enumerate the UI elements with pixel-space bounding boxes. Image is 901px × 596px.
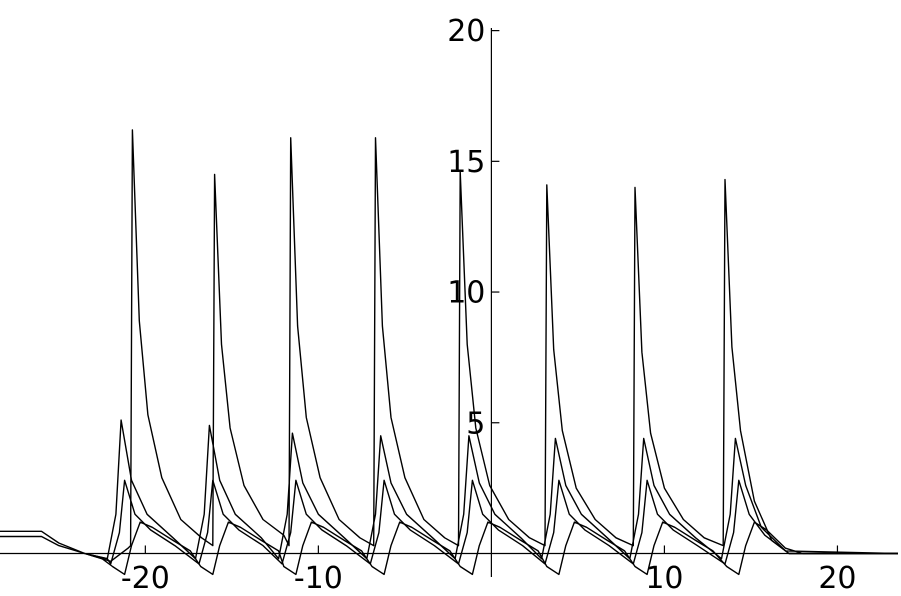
series-line <box>0 129 898 562</box>
y-tick-label: 15 <box>447 145 485 180</box>
series-line <box>84 521 898 576</box>
y-tick-label: 20 <box>447 14 485 49</box>
y-tick-label: 10 <box>447 276 485 311</box>
x-tick-label: 20 <box>818 561 856 596</box>
x-tick-label: -10 <box>294 561 343 596</box>
x-tick-label: -20 <box>121 561 170 596</box>
x-tick-label: 10 <box>645 561 683 596</box>
series-line <box>0 419 899 560</box>
